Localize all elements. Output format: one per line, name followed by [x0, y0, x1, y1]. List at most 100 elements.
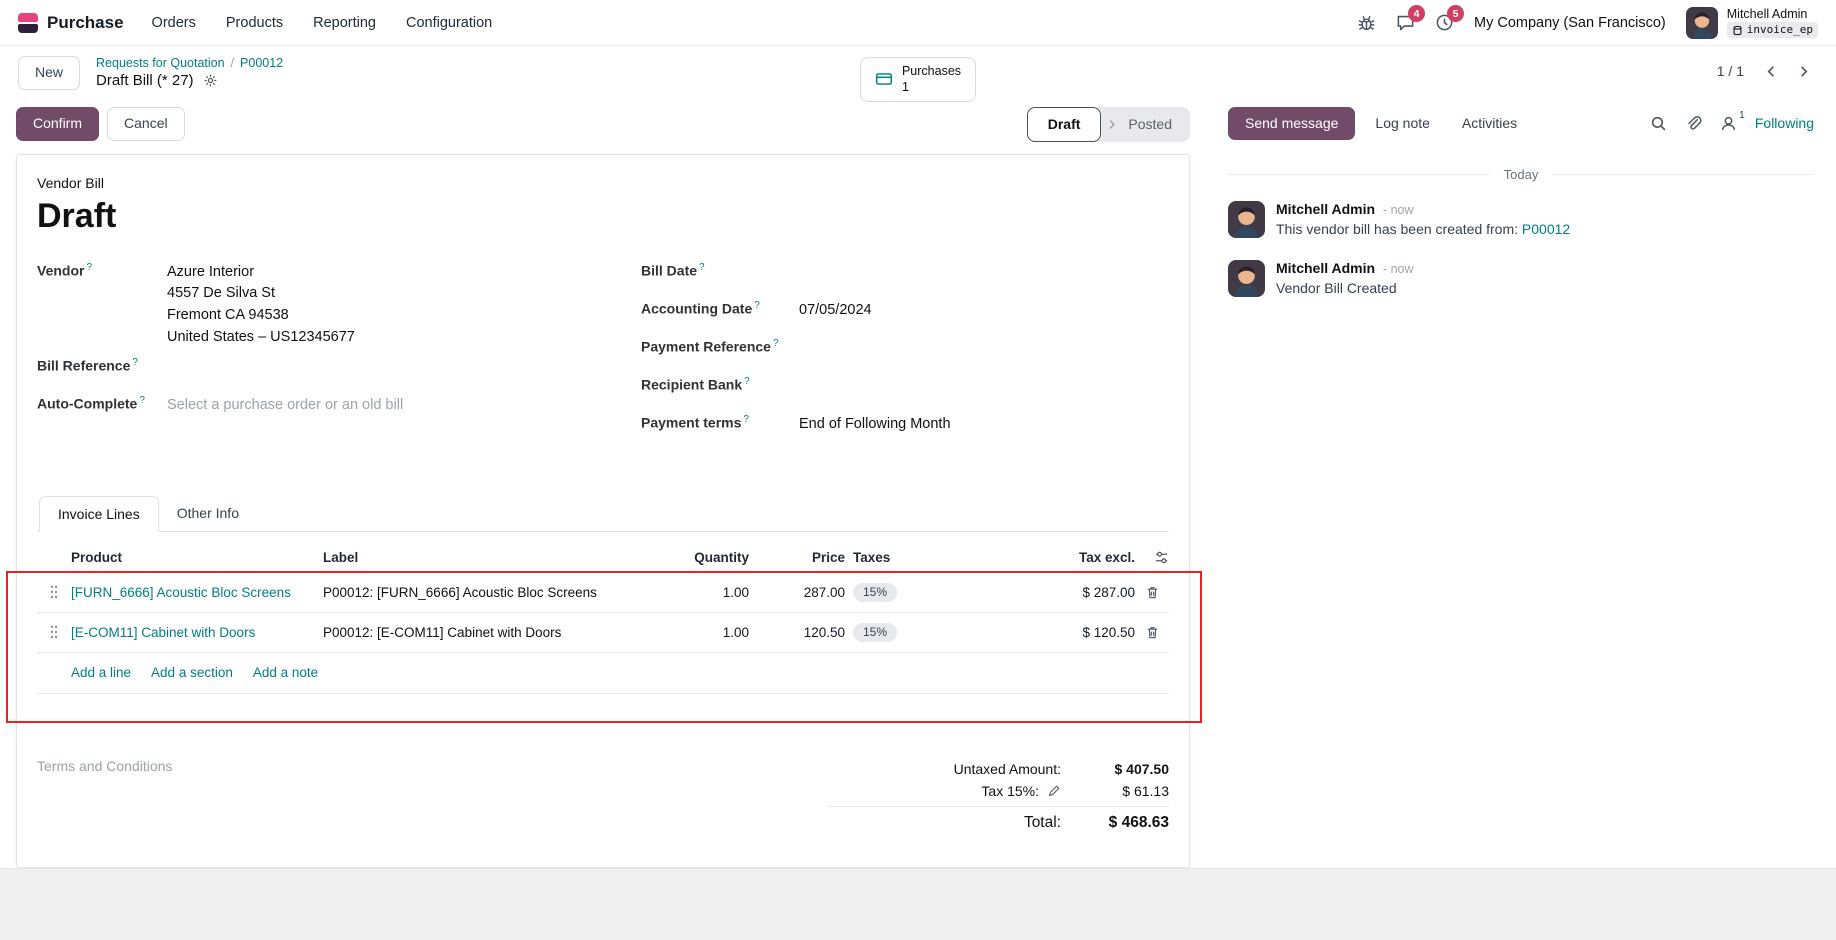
actions-gear-icon[interactable]	[203, 73, 218, 88]
tax-label: Tax 15%:	[981, 782, 1039, 799]
user-avatar	[1686, 7, 1718, 39]
app-switcher[interactable]: Purchase	[18, 12, 124, 33]
document-type-label: Vendor Bill	[37, 174, 104, 191]
col-price: Price	[811, 549, 845, 565]
untaxed-amount-value: $ 407.50	[1114, 760, 1170, 777]
form-column: Confirm Cancel Draft Posted Vendor Bill …	[0, 98, 1206, 868]
help-tooltip: ?	[699, 261, 705, 273]
debug-bug-icon[interactable]	[1357, 13, 1376, 32]
breadcrumb-requests-for-quotation[interactable]: Requests for Quotation	[96, 56, 225, 70]
field-groups: Vendor? Azure Interior 4557 De Silva St …	[37, 262, 1169, 452]
col-quantity: Quantity	[694, 549, 749, 565]
menu-reporting[interactable]: Reporting	[313, 14, 376, 31]
messages-icon[interactable]: 4	[1396, 5, 1425, 32]
line-price[interactable]: 120.50	[803, 624, 845, 640]
activities-clock-icon[interactable]: 5	[1435, 5, 1464, 32]
database-env-badge: invoice_ep	[1726, 22, 1818, 39]
top-navbar: Purchase Orders Products Reporting Confi…	[0, 0, 1836, 46]
tab-other-info[interactable]: Other Info	[176, 504, 239, 521]
page-bottom-area	[0, 868, 1836, 940]
purchases-stat-button[interactable]: Purchases 1	[859, 57, 977, 102]
delete-line-icon[interactable]	[1135, 625, 1169, 640]
send-message-button[interactable]: Send message	[1228, 106, 1356, 140]
breadcrumb-p00012[interactable]: P00012	[240, 56, 284, 70]
add-section-link[interactable]: Add a section	[151, 664, 233, 680]
total-value: $ 468.63	[1108, 813, 1169, 831]
line-subtotal: $ 287.00	[1082, 584, 1135, 600]
line-label[interactable]: P00012: [E-COM11] Cabinet with Doors	[323, 624, 562, 640]
menu-configuration[interactable]: Configuration	[405, 14, 493, 31]
status-step-posted[interactable]: Posted	[1128, 116, 1172, 132]
field-auto-complete: Auto-Complete? Select a purchase order o…	[37, 395, 597, 425]
activities-button[interactable]: Activities	[1450, 107, 1529, 139]
terms-and-conditions-input[interactable]: Terms and Conditions	[37, 757, 173, 774]
recipient-bank-label: Recipient Bank?	[641, 375, 750, 393]
user-name: Mitchell Admin	[1726, 6, 1808, 21]
add-line-link[interactable]: Add a line	[71, 664, 132, 680]
activities-badge: 5	[1446, 5, 1464, 22]
following-toggle[interactable]: Following	[1754, 115, 1814, 132]
invoice-lines-table: Product Label Quantity Price Taxes Tax e…	[6, 548, 1202, 724]
message-source-link[interactable]: P00012	[1521, 221, 1571, 237]
menu-products[interactable]: Products	[225, 14, 284, 31]
help-tooltip: ?	[139, 394, 145, 406]
line-subtotal: $ 120.50	[1082, 624, 1135, 640]
add-note-link[interactable]: Add a note	[252, 664, 319, 680]
pager-next-icon[interactable]	[1788, 56, 1818, 86]
line-quantity[interactable]: 1.00	[722, 624, 749, 640]
payment-terms-label: Payment terms?	[641, 413, 749, 431]
menu-orders[interactable]: Orders	[151, 14, 196, 31]
invoice-line-row: [FURN_6666] Acoustic Bloc Screens P00012…	[37, 573, 1169, 613]
total-label: Total:	[1023, 813, 1061, 831]
tax-badge[interactable]: 15%	[853, 582, 898, 602]
log-note-button[interactable]: Log note	[1363, 107, 1442, 139]
record-state-title: Draft	[37, 196, 117, 235]
user-menu[interactable]: Mitchell Admin invoice_ep	[1686, 7, 1818, 39]
line-label[interactable]: P00012: [FURN_6666] Acoustic Bloc Screen…	[323, 584, 597, 600]
tab-invoice-lines[interactable]: Invoice Lines	[39, 495, 159, 532]
auto-complete-input[interactable]: Select a purchase order or an old bill	[167, 396, 404, 413]
chatter: Send message Log note Activities 1 Follo…	[1206, 98, 1836, 869]
message-author: Mitchell Admin	[1276, 201, 1376, 217]
status-step-draft[interactable]: Draft	[1026, 106, 1102, 142]
auto-complete-label: Auto-Complete?	[37, 394, 145, 412]
company-selector[interactable]: My Company (San Francisco)	[1473, 14, 1666, 31]
line-price[interactable]: 287.00	[803, 584, 845, 600]
drag-handle-icon[interactable]	[37, 584, 71, 600]
untaxed-amount-label: Untaxed Amount:	[953, 760, 1061, 777]
followers-icon[interactable]: 1	[1720, 109, 1745, 132]
invoice-line-row: [E-COM11] Cabinet with Doors P00012: [E-…	[37, 613, 1169, 653]
search-messages-icon[interactable]	[1650, 115, 1667, 132]
accounting-date-input[interactable]: 07/05/2024	[799, 301, 872, 318]
help-tooltip: ?	[743, 413, 749, 425]
field-bill-date: Bill Date?	[641, 262, 1169, 292]
date-divider: Today	[1228, 167, 1814, 182]
new-button[interactable]: New	[18, 56, 81, 90]
tax-value[interactable]: $ 61.13	[1122, 782, 1169, 799]
help-tooltip: ?	[132, 356, 138, 368]
column-settings-icon[interactable]	[1135, 550, 1169, 565]
form-action-row: Confirm Cancel Draft Posted	[0, 98, 1206, 151]
app-name[interactable]: Purchase	[47, 12, 124, 32]
confirm-button[interactable]: Confirm	[16, 107, 100, 141]
col-product: Product	[71, 549, 123, 565]
vendor-value[interactable]: Azure Interior 4557 De Silva St Fremont …	[167, 262, 355, 349]
product-link[interactable]: [FURN_6666] Acoustic Bloc Screens	[71, 584, 291, 600]
delete-line-icon[interactable]	[1135, 585, 1169, 600]
cancel-button[interactable]: Cancel	[107, 107, 185, 141]
drag-handle-icon[interactable]	[37, 624, 71, 640]
help-tooltip: ?	[772, 337, 779, 349]
payment-terms-input[interactable]: End of Following Month	[799, 415, 951, 432]
totals-block: Untaxed Amount: $ 407.50 Tax 15%: $ 61.1…	[829, 758, 1169, 835]
field-vendor: Vendor? Azure Interior 4557 De Silva St …	[37, 262, 597, 349]
tax-badge[interactable]: 15%	[853, 622, 898, 642]
stat-button-count: 1	[901, 80, 909, 95]
pager-previous-icon[interactable]	[1756, 56, 1786, 86]
line-quantity[interactable]: 1.00	[722, 584, 749, 600]
product-link[interactable]: [E-COM11] Cabinet with Doors	[71, 624, 256, 640]
vendor-address: 4557 De Silva St Fremont CA 94538 United…	[167, 285, 355, 345]
field-bill-reference: Bill Reference?	[37, 357, 597, 387]
pager-value[interactable]: 1 / 1	[1716, 63, 1744, 79]
edit-tax-pencil-icon[interactable]	[1047, 784, 1061, 798]
attachments-paperclip-icon[interactable]	[1685, 115, 1702, 132]
